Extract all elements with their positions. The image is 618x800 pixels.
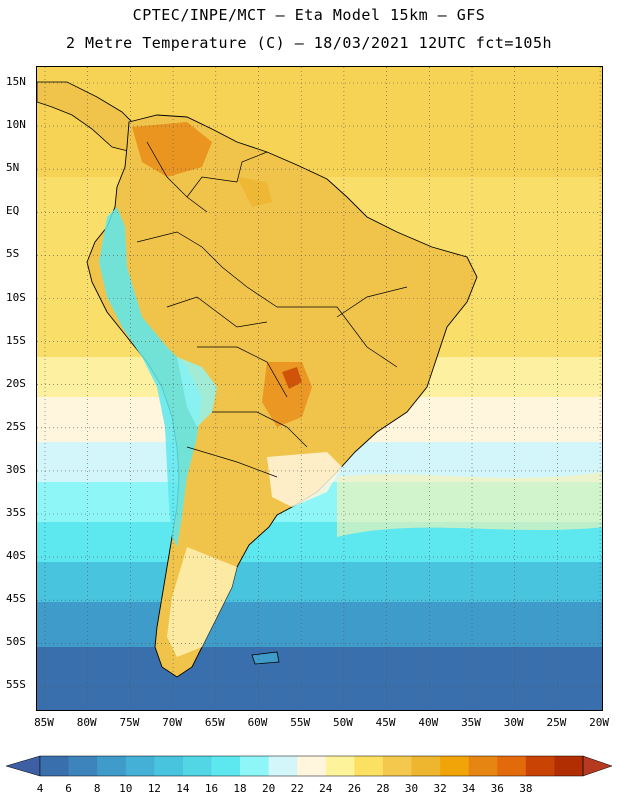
legend-swatch — [97, 756, 127, 776]
legend-value-label: 38 — [519, 782, 533, 795]
patagonia-region — [167, 547, 237, 657]
legend-swatch — [382, 756, 413, 776]
legend-value-label: 12 — [147, 782, 161, 795]
lon-tick-label: 65W — [204, 716, 225, 729]
legend-swatch — [411, 756, 441, 776]
legend-swatch — [68, 756, 98, 776]
legend-value-label: 28 — [376, 782, 390, 795]
andes-cold-region — [99, 207, 202, 547]
map-title: CPTEC/INPE/MCT – Eta Model 15km – GFS — [132, 6, 486, 24]
temperature-map[interactable] — [36, 66, 603, 711]
legend-value-label: 18 — [233, 782, 247, 795]
lat-tick-label: 10N — [6, 118, 26, 132]
color-legend — [5, 755, 613, 777]
legend-swatch — [268, 756, 298, 776]
legend-swatch — [297, 756, 327, 776]
legend-swatch — [240, 756, 270, 776]
lat-tick-label: 30S — [6, 462, 26, 476]
legend-swatch — [325, 756, 355, 776]
legend-high-arrow — [582, 755, 613, 777]
legend-value-label: 30 — [404, 782, 419, 795]
lon-tick-label: 35W — [461, 716, 481, 729]
lat-tick-label: 10S — [6, 290, 26, 304]
hottest-spot — [282, 367, 302, 389]
legend-swatch — [497, 756, 527, 776]
lon-tick-label: 55W — [290, 716, 311, 729]
lat-tick-label: EQ — [6, 204, 20, 218]
ocean-band-12 — [37, 562, 602, 602]
lat-tick-label: 40S — [6, 549, 26, 563]
legend-swatch — [40, 756, 70, 776]
legend-value-label: 36 — [490, 782, 504, 795]
lat-tick-label: 45S — [6, 592, 26, 606]
lon-tick-label: 20W — [589, 716, 610, 729]
lon-tick-label: 70W — [162, 716, 183, 729]
altiplano-region — [177, 357, 217, 427]
guianas-warm-spot — [237, 177, 272, 207]
legend-value-label: 20 — [262, 782, 276, 795]
ocean-band-8 — [37, 602, 602, 647]
country-borders — [136, 141, 408, 478]
legend-value-label: 32 — [433, 782, 447, 795]
map-canvas — [37, 67, 602, 710]
legend-low-arrow — [5, 755, 41, 777]
legend-swatch — [211, 756, 241, 776]
lon-tick-label: 60W — [247, 716, 268, 729]
map-grid — [37, 67, 602, 710]
legend-swatch — [468, 756, 498, 776]
ocean-warm-tongue — [337, 472, 602, 537]
ocean-band-4 — [37, 647, 602, 710]
lat-tick-label: 15N — [6, 75, 26, 88]
venezuela-hot-spot — [132, 122, 212, 177]
legend-border — [39, 755, 584, 777]
lon-tick-label: 45W — [375, 716, 396, 729]
lat-tick-label: 50S — [6, 635, 26, 649]
legend-swatch — [125, 756, 155, 776]
legend-value-label: 6 — [65, 782, 72, 795]
legend-value-label: 22 — [290, 782, 304, 795]
legend-swatch — [154, 756, 184, 776]
legend-value-label: 34 — [462, 782, 476, 795]
lon-tick-label: 80W — [76, 716, 97, 729]
legend-swatch — [440, 756, 470, 776]
map-subtitle: 2 Metre Temperature (C) – 18/03/2021 12U… — [65, 34, 553, 52]
lat-tick-label: 55S — [6, 678, 26, 692]
legend-swatch — [554, 756, 584, 776]
legend-value-label: 16 — [204, 782, 219, 795]
legend-value-label: 4 — [36, 782, 44, 795]
legend-value-label: 14 — [176, 782, 190, 795]
legend-value-label: 8 — [93, 782, 101, 795]
legend-value-label: 26 — [347, 782, 361, 795]
legend-value-label: 10 — [119, 782, 133, 795]
legend-swatch — [354, 756, 384, 776]
lat-tick-label: 5S — [6, 247, 20, 261]
lon-tick-label: 50W — [332, 716, 353, 729]
legend-swatch — [525, 756, 555, 776]
lon-tick-label: 25W — [546, 716, 567, 729]
lon-tick-label: 75W — [119, 716, 140, 729]
lat-tick-label: 20S — [6, 376, 26, 390]
lon-tick-label: 85W — [34, 716, 54, 729]
legend-swatch — [182, 756, 212, 776]
lon-tick-label: 30W — [503, 716, 524, 729]
lat-tick-label: 25S — [6, 419, 26, 433]
legend-value-label: 24 — [319, 782, 333, 795]
lat-tick-label: 15S — [6, 333, 26, 347]
lon-tick-label: 40W — [418, 716, 439, 729]
lat-tick-label: 35S — [6, 506, 26, 519]
southern-brazil-region — [267, 452, 342, 507]
lat-tick-label: 5N — [6, 161, 20, 175]
